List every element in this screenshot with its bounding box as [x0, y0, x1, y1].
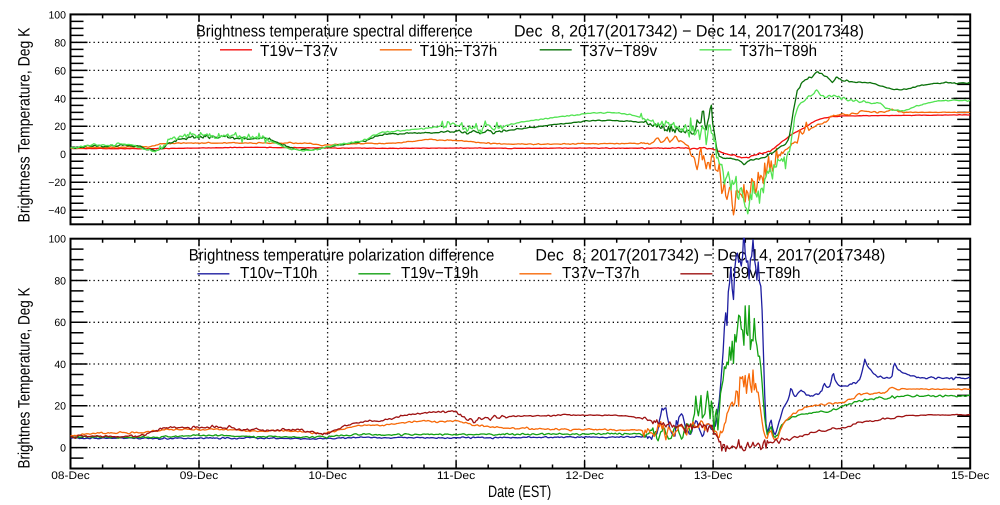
svg-text:T37h−T89h: T37h−T89h [740, 43, 818, 60]
svg-text:13-Dec: 13-Dec [694, 470, 733, 482]
svg-text:12-Dec: 12-Dec [565, 470, 604, 482]
svg-text:T89v−T89h: T89v−T89h [723, 265, 801, 282]
svg-text:09-Dec: 09-Dec [180, 470, 219, 482]
svg-text:60: 60 [54, 317, 66, 329]
svg-text:40: 40 [54, 359, 66, 371]
svg-text:T37v−T89v: T37v−T89v [580, 43, 658, 60]
svg-text:100: 100 [48, 9, 66, 21]
svg-text:11-Dec: 11-Dec [437, 470, 476, 482]
svg-text:Brightness temperature spectra: Brightness temperature spectral differen… [196, 23, 473, 41]
svg-text:Brightness temperature polariz: Brightness temperature polarization diff… [189, 247, 495, 265]
svg-text:0: 0 [60, 443, 66, 455]
svg-text:14-Dec: 14-Dec [823, 470, 862, 482]
svg-text:T37v−T37h: T37v−T37h [562, 265, 640, 282]
svg-text:−20: −20 [48, 177, 66, 189]
svg-text:T19v−T37v: T19v−T37v [260, 43, 338, 60]
svg-text:Dec 8, 2017(2017342) − Dec 14: Dec 8, 2017(2017342) − Dec 14, 2017(2017… [514, 23, 864, 41]
svg-text:T19v−T19h: T19v−T19h [401, 265, 479, 282]
svg-text:Brightnes Temperature, Deg K: Brightnes Temperature, Deg K [16, 288, 34, 469]
svg-text:60: 60 [54, 65, 66, 77]
svg-text:80: 80 [54, 37, 66, 49]
svg-text:0: 0 [60, 149, 66, 161]
svg-text:08-Dec: 08-Dec [51, 470, 90, 482]
svg-text:15-Dec: 15-Dec [951, 470, 990, 482]
svg-text:10-Dec: 10-Dec [308, 470, 347, 482]
svg-text:Date (EST): Date (EST) [488, 483, 551, 500]
svg-text:80: 80 [54, 275, 66, 287]
svg-text:T19h−T37h: T19h−T37h [420, 43, 498, 60]
svg-text:20: 20 [54, 401, 66, 413]
svg-text:Dec 8, 2017(2017342) − Dec 14: Dec 8, 2017(2017342) − Dec 14, 2017(2017… [535, 247, 885, 265]
svg-text:100: 100 [48, 234, 66, 246]
svg-text:40: 40 [54, 93, 66, 105]
svg-text:20: 20 [54, 121, 66, 133]
svg-text:T10v−T10h: T10v−T10h [240, 265, 318, 282]
svg-text:−40: −40 [48, 205, 66, 217]
svg-text:Brightness Temperature, Deg K: Brightness Temperature, Deg K [16, 28, 34, 223]
